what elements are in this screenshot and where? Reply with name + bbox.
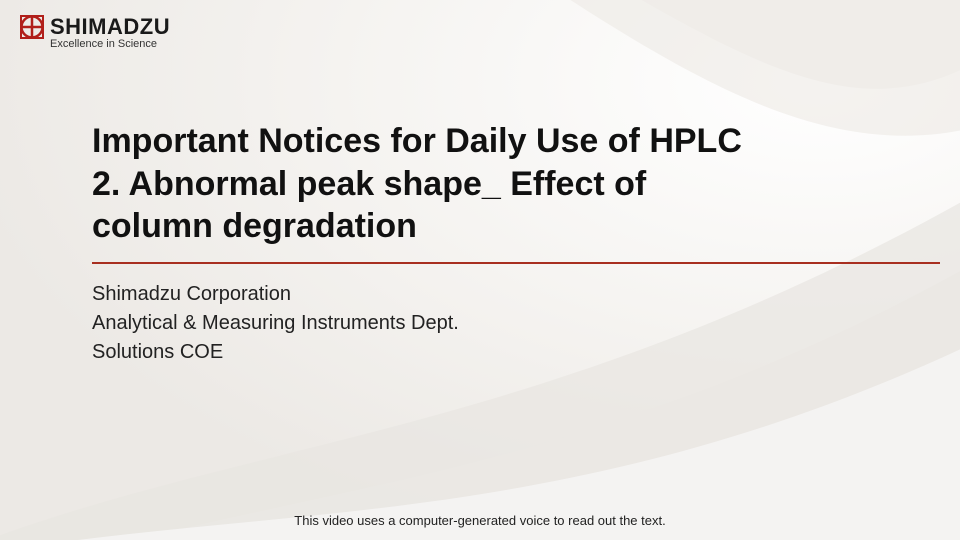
subtitle-line: Solutions COE: [92, 338, 940, 367]
subtitle-line: Analytical & Measuring Instruments Dept.: [92, 309, 940, 338]
title-block: Important Notices for Daily Use of HPLC …: [92, 120, 940, 367]
subtitle-block: Shimadzu Corporation Analytical & Measur…: [92, 280, 940, 367]
footnote: This video uses a computer-generated voi…: [0, 513, 960, 528]
title-line: column degradation: [92, 207, 417, 245]
brand-name: SHIMADZU: [50, 14, 170, 40]
title-line: Important Notices for Daily Use of HPLC: [92, 122, 742, 160]
slide-title: Important Notices for Daily Use of HPLC …: [92, 120, 940, 248]
brand-mark-icon: [20, 15, 44, 39]
title-rule: [92, 262, 940, 264]
brand-tagline: Excellence in Science: [50, 38, 157, 50]
brand-logo: SHIMADZU Excellence in Science: [20, 14, 170, 50]
title-line: 2. Abnormal peak shape_ Effect of: [92, 165, 646, 203]
subtitle-line: Shimadzu Corporation: [92, 280, 940, 309]
